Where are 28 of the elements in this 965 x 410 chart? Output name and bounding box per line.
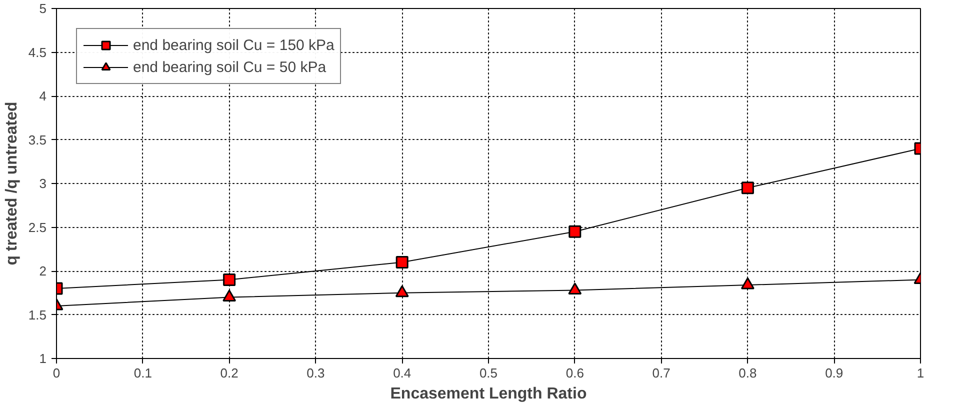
- y-tick-label: 1.5: [28, 307, 47, 322]
- y-tick-label: 4: [39, 88, 47, 104]
- x-tick-label: 0.6: [566, 366, 584, 380]
- y-tick-label: 1: [39, 351, 47, 366]
- x-tick-label: 0: [52, 366, 60, 380]
- x-tick-label: 0.9: [825, 366, 844, 380]
- y-axis-title: q treated /q untreated: [3, 102, 20, 266]
- point: [568, 225, 582, 238]
- x-tick-label: 0.3: [306, 366, 325, 380]
- y-tick-label: 4.5: [28, 44, 47, 60]
- point: [396, 256, 408, 268]
- y-tick-label: 5: [39, 1, 47, 16]
- x-tick-label: 0.1: [134, 366, 152, 380]
- y-tick-label: 2: [39, 264, 47, 278]
- y-tick-label: 3: [39, 176, 47, 191]
- y-tick-label: 3.5: [28, 132, 47, 148]
- x-tick-label: 0.5: [479, 366, 498, 380]
- x-tick-label: 0.7: [652, 366, 670, 380]
- x-tick-label: 1: [916, 366, 924, 380]
- x-axis-title: Encasement Length Ratio: [390, 386, 587, 402]
- point: [568, 282, 582, 294]
- legend-label: end bearing soil Cu = 150 kPa: [133, 36, 334, 54]
- x-tick-label: 0.2: [220, 366, 238, 380]
- legend-label: end bearing soil Cu = 50 kPa: [133, 58, 326, 76]
- x-tick-label: 0.4: [393, 366, 412, 380]
- y-tick-label: 2.5: [28, 220, 47, 235]
- x-tick-label: 0.8: [738, 366, 757, 380]
- point: [395, 285, 409, 298]
